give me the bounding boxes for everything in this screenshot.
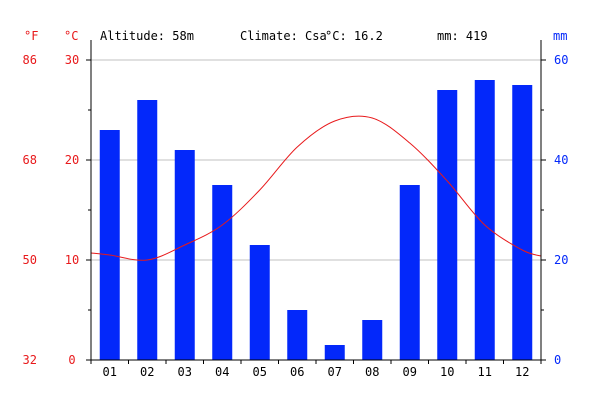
month-tick-label: 11 — [478, 365, 492, 379]
temperature-series-line — [90, 115, 542, 261]
month-tick-label: 09 — [403, 365, 417, 379]
climate-label: Climate: Csa — [240, 29, 327, 43]
precipitation-bars — [99, 80, 533, 360]
month-tick-label: 02 — [140, 365, 154, 379]
month-tick-label: 04 — [215, 365, 229, 379]
precipitation-bar — [324, 345, 345, 360]
fahrenheit-tick-label: 86 — [23, 53, 37, 67]
precipitation-tick-label: 40 — [554, 153, 568, 167]
celsius-tick-label: 0 — [68, 353, 75, 367]
precipitation-tick-label: 0 — [554, 353, 561, 367]
precipitation-tick-label: 20 — [554, 253, 568, 267]
month-tick-label: 01 — [103, 365, 117, 379]
celsius-tick-label: 10 — [65, 253, 79, 267]
precipitation-unit: mm — [553, 29, 567, 43]
fahrenheit-tick-label: 68 — [23, 153, 37, 167]
tick-labels: 86 68 50 32 30 20 10 0 60 40 20 0 01 02 03 04 05 06 07 08 09… — [23, 53, 569, 379]
precip-total-label: mm: 419 — [437, 29, 488, 43]
month-tick-label: 08 — [365, 365, 379, 379]
precipitation-bar — [287, 310, 308, 360]
month-tick-label: 10 — [440, 365, 454, 379]
month-tick-label: 03 — [178, 365, 192, 379]
precipitation-bar — [212, 185, 233, 360]
altitude-label: Altitude: 58m — [100, 29, 194, 43]
precipitation-bar — [174, 150, 195, 360]
fahrenheit-tick-label: 50 — [23, 253, 37, 267]
precipitation-bar — [399, 185, 420, 360]
precipitation-bar — [512, 85, 533, 360]
fahrenheit-unit: °F — [24, 29, 38, 43]
celsius-tick-label: 20 — [65, 153, 79, 167]
celsius-tick-label: 30 — [65, 53, 79, 67]
axes — [86, 40, 546, 364]
precipitation-bar — [362, 320, 383, 360]
celsius-unit: °C — [64, 29, 78, 43]
month-tick-label: 06 — [290, 365, 304, 379]
temperature-line — [90, 115, 542, 261]
precipitation-bar — [99, 130, 120, 360]
precipitation-tick-label: 60 — [554, 53, 568, 67]
mean-temp-label: °C: 16.2 — [325, 29, 383, 43]
precipitation-bar — [437, 90, 458, 360]
precipitation-bar — [474, 80, 495, 360]
month-tick-label: 07 — [328, 365, 342, 379]
month-tick-label: 05 — [253, 365, 267, 379]
gridlines — [91, 59, 541, 261]
fahrenheit-tick-label: 32 — [23, 353, 37, 367]
precipitation-bar — [137, 100, 158, 360]
month-tick-label: 12 — [515, 365, 529, 379]
precipitation-bar — [249, 245, 270, 360]
